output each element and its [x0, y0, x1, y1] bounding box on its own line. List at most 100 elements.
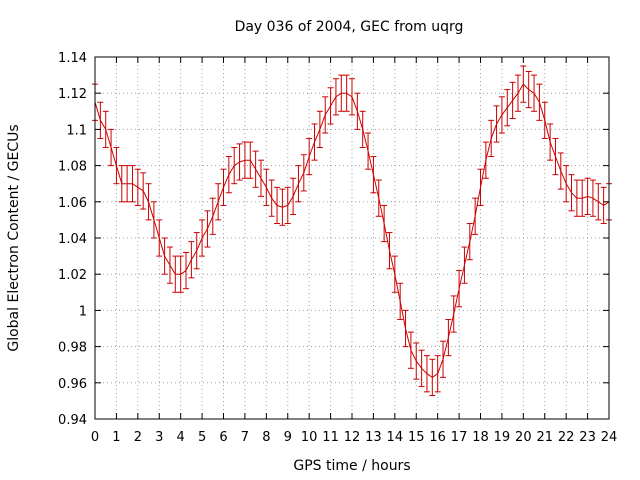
error-bar	[514, 74, 521, 112]
error-bar	[102, 110, 109, 148]
error-bar	[156, 219, 163, 257]
y-axis-ticks: 0.94 0.96 0.98 1 1.02 1.04 1.06 1.08 1.1 1.12 1.14	[58, 51, 609, 428]
error-bar	[520, 65, 527, 103]
error-bar	[268, 179, 275, 217]
y-tick-label: 0.94	[58, 413, 87, 428]
error-bar	[434, 355, 441, 393]
error-bar	[252, 150, 259, 188]
error-bar	[209, 197, 216, 235]
error-bar	[557, 152, 564, 190]
error-bar	[584, 177, 591, 215]
error-bar	[568, 174, 575, 212]
error-bar	[199, 219, 206, 257]
error-bar	[445, 318, 452, 357]
x-tick-label: 23	[579, 430, 596, 445]
error-bar	[402, 309, 409, 348]
error-bar	[300, 154, 307, 192]
error-bar	[365, 132, 372, 170]
y-tick-label: 1.08	[58, 160, 87, 175]
y-tick-label: 0.98	[58, 341, 87, 356]
error-bar	[600, 186, 607, 225]
error-bar	[477, 168, 484, 206]
error-bar	[547, 123, 554, 161]
x-tick-label: 20	[515, 430, 532, 445]
error-bar	[423, 355, 430, 393]
x-tick-label: 14	[387, 430, 404, 445]
error-bar	[482, 141, 489, 179]
error-bar	[166, 246, 173, 284]
error-bar	[349, 78, 355, 116]
y-tick-label: 1.02	[58, 268, 87, 283]
error-bar	[338, 74, 345, 112]
x-tick-label: 15	[408, 430, 425, 445]
error-bar	[284, 186, 291, 225]
x-tick-label: 21	[536, 430, 553, 445]
error-bar	[573, 179, 580, 217]
error-bar	[193, 232, 200, 270]
error-bar	[450, 295, 457, 333]
y-axis-label: Global Electron Content / GECUs	[6, 124, 22, 351]
x-tick-label: 16	[429, 430, 446, 445]
error-bar	[290, 177, 297, 215]
error-bar	[343, 74, 350, 112]
error-bar	[215, 183, 222, 221]
error-bar	[354, 92, 361, 130]
error-bar	[332, 78, 339, 116]
error-bar	[236, 143, 243, 181]
error-bar	[461, 246, 468, 284]
x-tick-label: 12	[344, 430, 361, 445]
error-bar	[279, 188, 286, 226]
error-bar	[220, 168, 227, 206]
error-bar	[359, 110, 366, 148]
error-bar	[263, 168, 270, 206]
error-bar	[552, 137, 559, 176]
error-bar	[145, 183, 152, 221]
error-bar	[466, 223, 473, 261]
error-bar	[118, 165, 125, 203]
error-bar	[108, 128, 115, 167]
error-bar	[370, 156, 377, 194]
error-bar	[493, 105, 500, 143]
error-bar	[257, 159, 264, 197]
error-bar	[322, 96, 329, 134]
error-bar	[129, 165, 136, 203]
error-bar	[536, 83, 543, 121]
y-tick-label: 1.04	[58, 232, 87, 247]
x-tick-label: 5	[198, 430, 206, 445]
x-tick-label: 8	[262, 430, 270, 445]
x-tick-label: 2	[134, 430, 142, 445]
error-bar	[124, 165, 131, 203]
error-bar	[456, 270, 463, 308]
y-tick-label: 1	[79, 304, 87, 319]
y-tick-label: 0.96	[58, 377, 87, 392]
y-tick-label: 1.1	[66, 123, 87, 138]
error-bar	[397, 282, 404, 320]
error-bar	[311, 123, 318, 161]
x-axis-label: GPS time / hours	[293, 458, 410, 474]
x-tick-label: 4	[177, 430, 185, 445]
error-bar	[541, 101, 548, 139]
error-bar	[429, 358, 436, 396]
error-bar	[225, 156, 232, 194]
error-bar	[391, 255, 398, 293]
error-bar	[413, 342, 420, 380]
error-bar	[472, 197, 479, 235]
x-tick-label: 3	[155, 430, 163, 445]
error-bar	[306, 137, 313, 176]
chart-title: Day 036 of 2004, GEC from uqrg	[235, 19, 464, 35]
error-bar	[188, 241, 195, 279]
error-bar	[381, 204, 388, 243]
error-bar	[204, 210, 211, 248]
error-bar	[525, 70, 532, 109]
x-tick-label: 22	[558, 430, 575, 445]
error-bar	[595, 183, 602, 221]
y-tick-label: 1.14	[58, 51, 87, 66]
error-bar	[316, 110, 323, 148]
error-bar	[241, 141, 248, 179]
error-bar	[386, 232, 393, 270]
error-bar	[113, 147, 120, 185]
x-tick-label: 6	[219, 430, 227, 445]
error-bar	[488, 119, 495, 158]
x-tick-label: 11	[322, 430, 339, 445]
